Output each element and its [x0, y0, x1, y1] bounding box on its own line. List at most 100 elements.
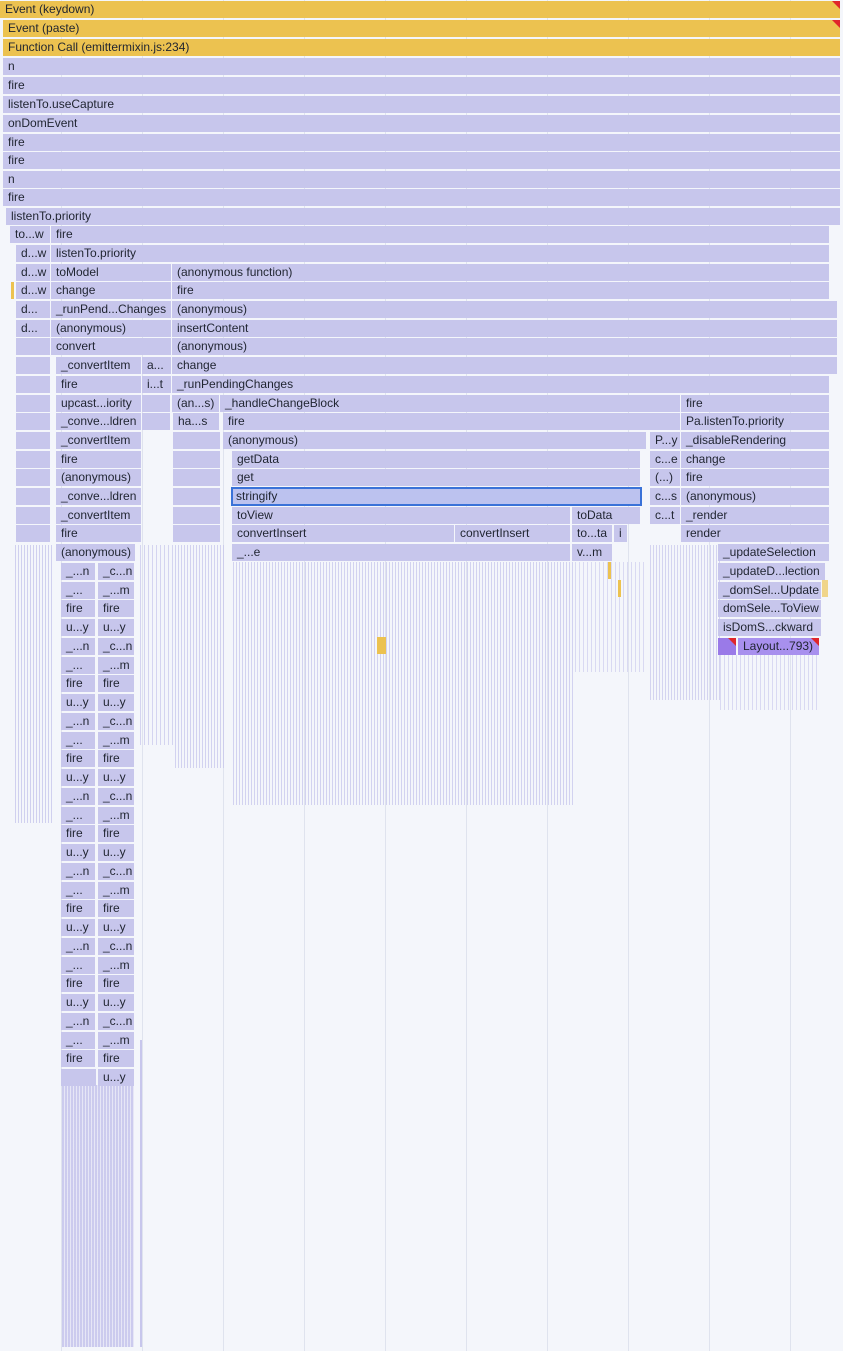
- call-frame[interactable]: _handleChangeBlock: [220, 395, 681, 412]
- call-frame[interactable]: fire: [3, 189, 841, 206]
- call-frame[interactable]: _...m: [98, 582, 135, 599]
- call-frame[interactable]: u...y: [98, 769, 135, 786]
- call-frame[interactable]: listenTo.priority: [6, 208, 841, 225]
- call-frame[interactable]: fire: [3, 152, 841, 169]
- call-frame[interactable]: _...n: [61, 1013, 96, 1030]
- call-frame[interactable]: c...e: [650, 451, 681, 468]
- call-frame[interactable]: a...: [142, 357, 172, 374]
- call-frame[interactable]: fire: [61, 900, 96, 917]
- call-frame[interactable]: _...: [61, 1032, 96, 1049]
- layout-bar[interactable]: Layout...793): [738, 638, 820, 655]
- call-frame[interactable]: _...: [61, 807, 96, 824]
- call-frame[interactable]: fire: [56, 376, 142, 393]
- call-frame[interactable]: change: [172, 357, 838, 374]
- call-frame[interactable]: P...y: [650, 432, 681, 449]
- call-frame[interactable]: fire: [223, 413, 681, 430]
- call-frame[interactable]: u...y: [98, 1069, 135, 1086]
- call-frame[interactable]: upcast...iority: [56, 395, 142, 412]
- call-frame[interactable]: fire: [98, 900, 135, 917]
- event-keydown-bar[interactable]: Event (keydown): [0, 1, 841, 18]
- call-frame[interactable]: u...y: [98, 694, 135, 711]
- call-frame[interactable]: _...: [61, 882, 96, 899]
- call-frame[interactable]: _...m: [98, 807, 135, 824]
- call-frame[interactable]: _convertItem: [56, 357, 142, 374]
- call-frame[interactable]: _...e: [232, 544, 571, 561]
- call-frame[interactable]: onDomEvent: [3, 115, 841, 132]
- call-frame[interactable]: toModel: [51, 264, 172, 281]
- call-frame[interactable]: fire: [56, 451, 142, 468]
- call-frame[interactable]: _...n: [61, 863, 96, 880]
- call-frame[interactable]: _domSel...Update: [718, 582, 822, 599]
- call-frame[interactable]: _...n: [61, 938, 96, 955]
- call-frame[interactable]: convertInsert: [455, 525, 571, 542]
- call-frame[interactable]: Pa.listenTo.priority: [681, 413, 830, 430]
- call-frame[interactable]: c...s: [650, 488, 681, 505]
- call-frame[interactable]: render: [681, 525, 830, 542]
- call-frame[interactable]: u...y: [61, 769, 96, 786]
- call-frame[interactable]: _conve...ldren: [56, 488, 142, 505]
- call-frame[interactable]: _...m: [98, 957, 135, 974]
- call-frame[interactable]: _...m: [98, 657, 135, 674]
- call-frame[interactable]: u...y: [98, 919, 135, 936]
- call-frame[interactable]: _...m: [98, 1032, 135, 1049]
- call-frame[interactable]: change: [681, 451, 830, 468]
- call-frame[interactable]: isDomS...ckward: [718, 619, 822, 636]
- layout-sliver[interactable]: [718, 638, 737, 655]
- call-frame[interactable]: _updateD...lection: [718, 563, 826, 580]
- call-frame[interactable]: u...y: [61, 844, 96, 861]
- call-frame[interactable]: fire: [98, 600, 135, 617]
- call-frame[interactable]: _...n: [61, 563, 96, 580]
- call-frame[interactable]: insertContent: [172, 320, 838, 337]
- function-call-bar[interactable]: Function Call (emittermixin.js:234): [3, 39, 841, 56]
- call-frame[interactable]: fire: [61, 600, 96, 617]
- call-frame[interactable]: _...: [61, 732, 96, 749]
- call-frame[interactable]: change: [51, 282, 172, 299]
- call-frame[interactable]: _runPend...Changes: [51, 301, 172, 318]
- call-frame[interactable]: _convertItem: [56, 432, 142, 449]
- call-frame[interactable]: get: [232, 469, 641, 486]
- call-frame[interactable]: fire: [98, 1050, 135, 1067]
- call-frame[interactable]: (anonymous): [172, 338, 838, 355]
- call-frame[interactable]: d...w: [16, 264, 51, 281]
- call-frame[interactable]: toData: [572, 507, 641, 524]
- call-frame[interactable]: fire: [61, 750, 96, 767]
- call-frame[interactable]: fire: [98, 750, 135, 767]
- call-frame[interactable]: fire: [3, 134, 841, 151]
- call-frame[interactable]: fire: [61, 825, 96, 842]
- call-frame[interactable]: _c...n: [98, 713, 135, 730]
- call-frame[interactable]: _...m: [98, 732, 135, 749]
- call-frame[interactable]: fire: [98, 975, 135, 992]
- call-frame[interactable]: fire: [681, 395, 830, 412]
- call-frame[interactable]: convert: [51, 338, 172, 355]
- call-frame[interactable]: n: [3, 171, 841, 188]
- call-frame[interactable]: fire: [681, 469, 830, 486]
- call-frame[interactable]: c...t: [650, 507, 681, 524]
- call-frame[interactable]: u...y: [61, 919, 96, 936]
- call-frame[interactable]: _render: [681, 507, 830, 524]
- call-frame[interactable]: _...n: [61, 713, 96, 730]
- call-frame[interactable]: _...m: [98, 882, 135, 899]
- call-frame[interactable]: d...: [16, 320, 51, 337]
- call-frame[interactable]: fire: [51, 226, 830, 243]
- call-frame[interactable]: i...t: [142, 376, 172, 393]
- call-frame[interactable]: _...: [61, 657, 96, 674]
- call-frame[interactable]: _updateSelection: [718, 544, 830, 561]
- call-frame[interactable]: _c...n: [98, 1013, 135, 1030]
- call-frame[interactable]: d...w: [16, 245, 51, 262]
- call-frame[interactable]: u...y: [61, 994, 96, 1011]
- call-frame[interactable]: fire: [3, 77, 841, 94]
- call-frame[interactable]: _convertItem: [56, 507, 142, 524]
- call-frame[interactable]: u...y: [61, 619, 96, 636]
- call-frame[interactable]: to...w: [10, 226, 51, 243]
- call-frame[interactable]: _c...n: [98, 563, 135, 580]
- call-frame[interactable]: fire: [172, 282, 830, 299]
- call-frame[interactable]: d...: [16, 301, 51, 318]
- call-frame[interactable]: u...y: [98, 619, 135, 636]
- call-frame[interactable]: v...m: [572, 544, 613, 561]
- call-frame[interactable]: (anonymous): [172, 301, 838, 318]
- call-frame[interactable]: _c...n: [98, 788, 135, 805]
- call-frame[interactable]: (anonymous): [56, 544, 136, 561]
- call-frame[interactable]: _...n: [61, 788, 96, 805]
- event-paste-bar[interactable]: Event (paste): [3, 20, 841, 37]
- call-frame[interactable]: _...n: [61, 638, 96, 655]
